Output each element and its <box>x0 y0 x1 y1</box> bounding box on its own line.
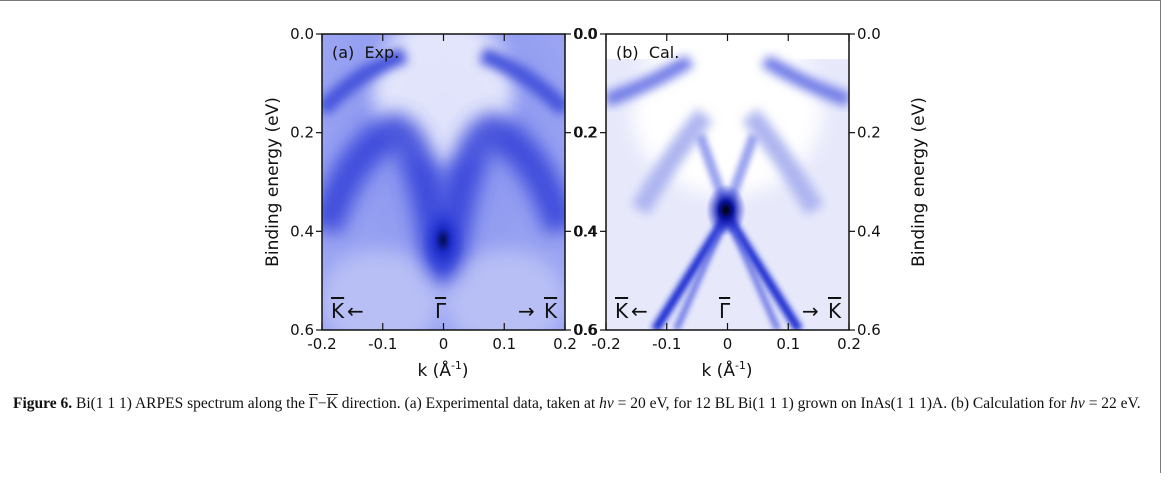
y-tick-label: 0.4 <box>573 222 597 240</box>
y-tick-label: 0.0 <box>574 25 598 43</box>
caption-text: direction. (a) Experimental data, taken … <box>337 395 600 412</box>
caption-text: = 20 eV, for 12 BL Bi(1 1 1) grown on In… <box>613 395 1071 412</box>
y-tick-label: 0.4 <box>290 222 314 240</box>
kpoint-left-label: K <box>615 299 629 323</box>
y-tick-label: 0.4 <box>857 222 881 240</box>
caption-label: Figure 6. <box>13 395 73 412</box>
x-tick-label: 0.1 <box>776 335 800 353</box>
figure-caption: Figure 6. Bi(1 1 1) ARPES spectrum along… <box>13 393 1148 414</box>
kpoint-left-label: K <box>331 299 345 323</box>
y-tick-label: 0.6 <box>290 321 314 339</box>
arrow-right: → <box>518 299 535 323</box>
caption-hnu: hν <box>1070 395 1085 412</box>
y-tick-label: 0.0 <box>290 25 314 43</box>
y-tick-label: 0.2 <box>573 124 597 142</box>
x-tick-label: -0.1 <box>368 335 397 353</box>
x-tick-label: -0.1 <box>652 335 681 353</box>
x-tick-label: 0 <box>439 335 449 353</box>
caption-text: = 22 eV. <box>1084 395 1141 412</box>
y-tick-label: 0.0 <box>857 25 881 43</box>
y-tick-label: 0.6 <box>574 321 598 339</box>
arrow-right: → <box>802 299 819 323</box>
arrow-left: ← <box>631 299 648 323</box>
panel-b-label: (b) Cal. <box>616 43 679 62</box>
caption-gamma: Γ <box>308 395 318 412</box>
x-tick-label: -0.2 <box>591 335 620 353</box>
y-tick-label: 0.2 <box>290 124 314 142</box>
y-tick-label: 0.2 <box>574 124 598 142</box>
y-tick-label: 0.4 <box>574 222 598 240</box>
axes: -0.2 -0.1 0 0.1 0.20.0 0.00.2 0.20.4 0.40.6 0.6-… <box>290 25 881 353</box>
x-tick-label: 0.1 <box>492 335 516 353</box>
y-tick-label: 0.6 <box>857 321 881 339</box>
x-tick-label: 0 <box>723 335 733 353</box>
heatmap-exp <box>322 34 565 330</box>
x-axis-title-b: k (Å-1) <box>701 359 752 381</box>
y-tick-label: 0.6 <box>573 321 597 339</box>
x-tick-label: -0.2 <box>307 335 336 353</box>
kpoint-right-label: K <box>544 299 558 323</box>
k-labels-a: K ← Γ → K <box>331 299 558 323</box>
y-tick-label: 0.0 <box>573 25 597 43</box>
arrow-left: ← <box>347 299 364 323</box>
y-tick-label: 0.2 <box>857 124 881 142</box>
caption-hnu: hν <box>599 395 614 412</box>
kpoint-right-label: K <box>828 299 842 323</box>
x-tick-label: 0.2 <box>553 335 577 353</box>
heatmap-cal <box>606 34 849 330</box>
caption-dash: − <box>317 395 327 412</box>
k-labels-b: K ← Γ → K <box>615 299 842 323</box>
y-axis-title-left: Binding energy (eV) <box>263 97 283 267</box>
x-axis-title-a: k (Å-1) <box>417 359 468 381</box>
kpoint-gamma-label: Γ <box>719 299 731 323</box>
y-axis-title-right: Binding energy (eV) <box>909 97 929 267</box>
arpes-figure: (a) Exp. (b) Cal. K ← Γ → K K ← Γ → K -0… <box>263 25 929 381</box>
figure-frame <box>0 0 1161 473</box>
caption-text: Bi(1 1 1) ARPES spectrum along the <box>72 395 309 412</box>
x-tick-label: 0.2 <box>837 335 861 353</box>
panel-a-label: (a) Exp. <box>332 43 399 62</box>
kpoint-gamma-label: Γ <box>435 299 447 323</box>
caption-kbar: K <box>326 395 338 412</box>
